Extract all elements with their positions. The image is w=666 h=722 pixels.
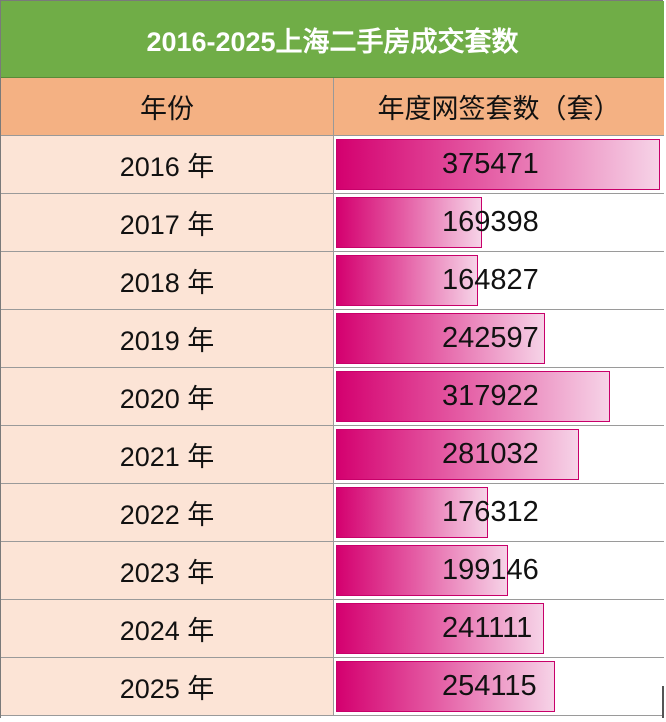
table-row: 2024 年 241111 bbox=[1, 600, 664, 658]
year-cell[interactable]: 2018 年 bbox=[1, 252, 334, 309]
value-cell[interactable]: 176312 bbox=[334, 484, 664, 541]
value-label: 242597 bbox=[442, 322, 539, 354]
value-cell[interactable]: 254115 bbox=[334, 658, 664, 715]
data-bar bbox=[336, 487, 488, 538]
year-cell[interactable]: 2016 年 bbox=[1, 136, 334, 193]
column-header-year[interactable]: 年份 bbox=[1, 78, 334, 136]
value-label: 199146 bbox=[442, 554, 539, 586]
data-bar bbox=[336, 429, 579, 480]
value-cell[interactable]: 164827 bbox=[334, 252, 664, 309]
data-bar bbox=[336, 603, 544, 654]
table-row: 2018 年 164827 bbox=[1, 252, 664, 310]
value-label: 169398 bbox=[442, 206, 539, 238]
table-title: 2016-2025上海二手房成交套数 bbox=[1, 1, 664, 78]
table-row: 2017 年 169398 bbox=[1, 194, 664, 252]
data-bar bbox=[336, 139, 660, 190]
data-bar bbox=[336, 255, 478, 306]
value-cell[interactable]: 199146 bbox=[334, 542, 664, 599]
value-label: 164827 bbox=[442, 264, 539, 296]
value-cell[interactable]: 375471 bbox=[334, 136, 664, 193]
cell-cursor-edge bbox=[662, 686, 664, 718]
year-cell[interactable]: 2017 年 bbox=[1, 194, 334, 251]
value-cell[interactable]: 242597 bbox=[334, 310, 664, 367]
value-label: 375471 bbox=[442, 148, 539, 180]
value-label: 317922 bbox=[442, 380, 539, 412]
value-cell[interactable]: 281032 bbox=[334, 426, 664, 483]
data-bar bbox=[336, 313, 545, 364]
value-label: 176312 bbox=[442, 496, 539, 528]
table-row: 2021 年 281032 bbox=[1, 426, 664, 484]
year-cell[interactable]: 2023 年 bbox=[1, 542, 334, 599]
data-bar bbox=[336, 197, 482, 248]
value-label: 281032 bbox=[442, 438, 539, 470]
table-row: 2019 年 242597 bbox=[1, 310, 664, 368]
year-cell[interactable]: 2024 年 bbox=[1, 600, 334, 657]
year-cell[interactable]: 2025 年 bbox=[1, 658, 334, 715]
year-cell[interactable]: 2021 年 bbox=[1, 426, 334, 483]
table-row: 2023 年 199146 bbox=[1, 542, 664, 600]
column-header-value[interactable]: 年度网签套数（套） bbox=[334, 78, 664, 136]
table-row: 2020 年 317922 bbox=[1, 368, 664, 426]
value-label: 241111 bbox=[442, 612, 533, 644]
data-bar bbox=[336, 545, 508, 596]
year-cell[interactable]: 2019 年 bbox=[1, 310, 334, 367]
data-bar bbox=[336, 371, 610, 422]
value-label: 254115 bbox=[442, 670, 537, 702]
year-cell[interactable]: 2020 年 bbox=[1, 368, 334, 425]
table-row: 2022 年 176312 bbox=[1, 484, 664, 542]
table-row: 2016 年 375471 bbox=[1, 136, 664, 194]
value-cell[interactable]: 241111 bbox=[334, 600, 664, 657]
year-cell[interactable]: 2022 年 bbox=[1, 484, 334, 541]
data-bar bbox=[336, 661, 555, 712]
table-row: 2025 年 254115 bbox=[1, 658, 664, 716]
value-cell[interactable]: 317922 bbox=[334, 368, 664, 425]
value-cell[interactable]: 169398 bbox=[334, 194, 664, 251]
